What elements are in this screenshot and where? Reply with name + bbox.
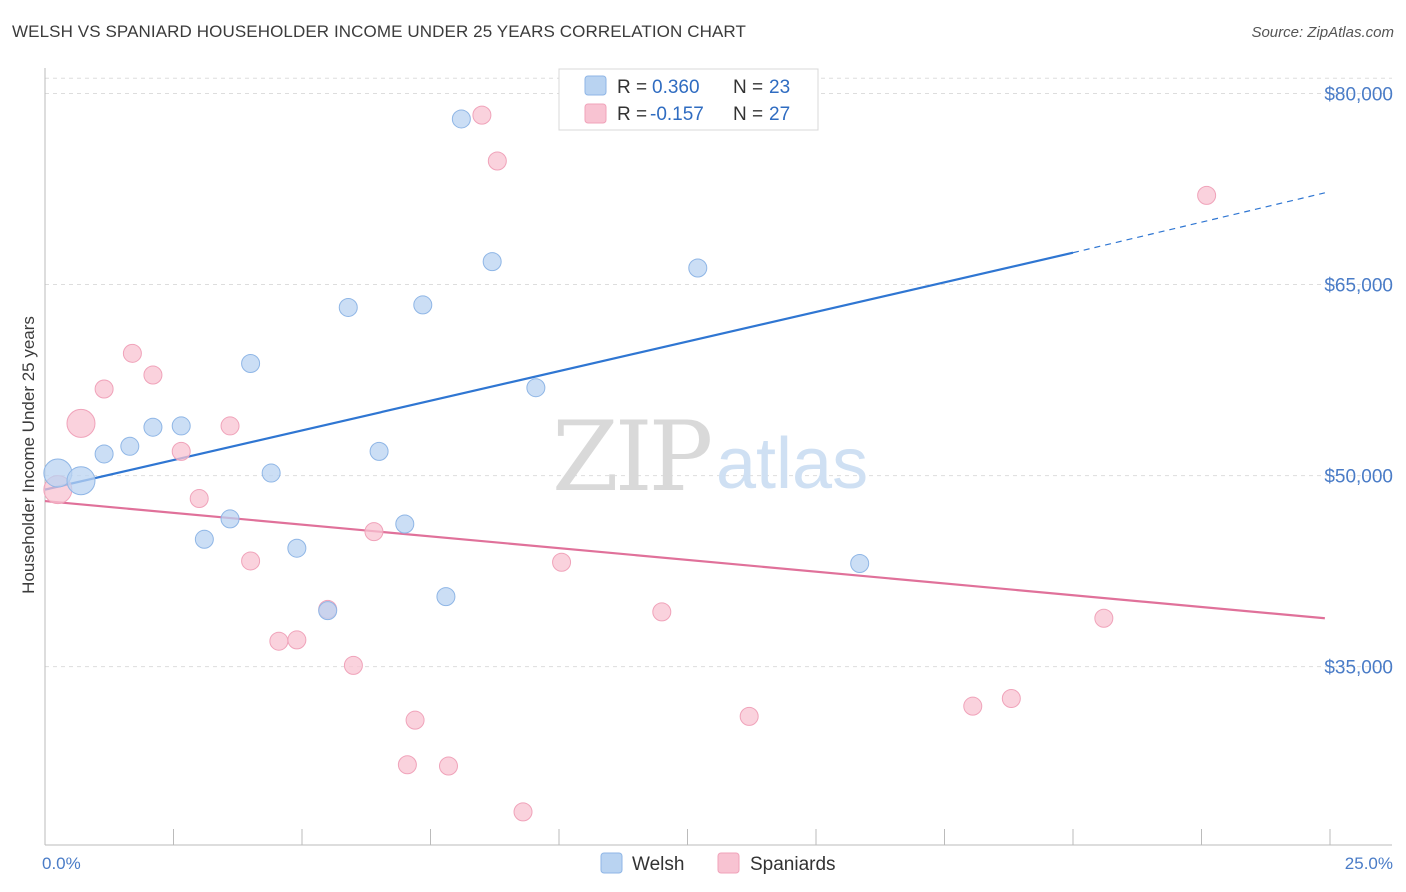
point-spaniards-10 (287, 630, 307, 650)
point-welsh-4 (143, 417, 163, 437)
point-spaniards-14 (405, 710, 425, 730)
source-credit: Source: ZipAtlas.com (1251, 24, 1394, 41)
point-spaniards-1 (66, 408, 96, 438)
point-spaniards-7 (220, 416, 240, 436)
point-spaniards-3 (122, 343, 142, 363)
legend-swatch-welsh (584, 75, 607, 96)
point-welsh-18 (482, 252, 502, 272)
series-legend-label-welsh: Welsh (632, 854, 684, 875)
point-spaniards-22 (739, 706, 759, 726)
point-welsh-12 (338, 297, 358, 317)
legend-r-value-welsh: 0.360 (652, 77, 700, 98)
point-spaniards-12 (343, 655, 363, 675)
legend-n-label-spaniards: N = (733, 104, 763, 125)
point-welsh-20 (688, 258, 708, 278)
legend-n-label-welsh: N = (733, 77, 763, 98)
point-welsh-8 (241, 354, 261, 374)
point-welsh-2 (94, 444, 114, 464)
legend-n-value-welsh: 23 (769, 77, 790, 98)
y-tick-label-2: $65,000 (1324, 276, 1393, 297)
point-welsh-9 (261, 463, 281, 483)
correlation-legend: R = 0.360 N = 23 R = -0.157 N = 27 (558, 68, 819, 131)
legend-swatch-spaniards (584, 103, 607, 124)
point-spaniards-15 (397, 755, 417, 775)
axes (44, 68, 1392, 846)
point-spaniards-21 (652, 602, 672, 622)
point-spaniards-24 (1001, 689, 1021, 709)
grid (45, 77, 1392, 668)
data-points (43, 104, 1217, 822)
series-legend-swatch-spaniards (717, 852, 740, 874)
point-welsh-10 (287, 538, 307, 558)
x-tick-label-max: 25.0% (1345, 854, 1393, 873)
point-welsh-15 (413, 295, 433, 315)
series-legend-swatch-welsh (600, 852, 623, 874)
tick-labels: $35,000 $50,000 $65,000 $80,000 0.0% 25.0% (42, 84, 1393, 873)
point-spaniards-9 (269, 631, 289, 651)
point-welsh-6 (194, 529, 214, 549)
point-welsh-13 (369, 441, 389, 461)
point-welsh-7 (220, 509, 240, 529)
point-welsh-19 (526, 378, 546, 398)
trend-lines (44, 192, 1325, 620)
series-legend-label-spaniards: Spaniards (750, 854, 836, 875)
y-tick-label-3: $80,000 (1324, 84, 1393, 105)
watermark-zip: ZIP (552, 401, 711, 513)
watermark: ZIP atlas (552, 401, 868, 513)
point-spaniards-23 (963, 696, 983, 716)
point-welsh-16 (436, 587, 456, 607)
point-spaniards-5 (171, 441, 191, 461)
legend-r-value-spaniards: -0.157 (650, 104, 704, 125)
point-welsh-22 (850, 553, 870, 573)
trend-line-welsh-extension (1072, 192, 1325, 254)
point-welsh-11 (318, 601, 338, 621)
chart-title: WELSH VS SPANIARD HOUSEHOLDER INCOME UND… (12, 22, 746, 41)
point-spaniards-8 (241, 551, 261, 571)
point-spaniards-4 (143, 365, 163, 385)
point-spaniards-18 (487, 151, 507, 171)
legend-n-value-spaniards: 27 (769, 104, 790, 125)
trend-line-welsh (44, 251, 1074, 491)
x-tick-label-min: 0.0% (42, 854, 81, 873)
y-tick-label-0: $35,000 (1324, 658, 1393, 679)
point-spaniards-19 (513, 802, 533, 822)
point-spaniards-13 (364, 522, 384, 542)
point-spaniards-6 (189, 489, 209, 509)
watermark-atlas: atlas (716, 424, 868, 504)
trend-line-spaniards (44, 499, 1325, 620)
point-welsh-17 (451, 109, 471, 129)
y-axis-title: Householder Income Under 25 years (19, 316, 38, 594)
point-welsh-5 (171, 416, 191, 436)
legend-r-label-spaniards: R = (617, 104, 647, 125)
point-spaniards-16 (438, 756, 458, 776)
point-spaniards-20 (552, 552, 572, 572)
point-spaniards-25 (1094, 608, 1114, 628)
y-tick-label-1: $50,000 (1324, 467, 1393, 488)
point-welsh-1 (66, 466, 96, 496)
series-legend: Welsh Spaniards (600, 852, 836, 875)
point-welsh-3 (120, 436, 140, 456)
point-spaniards-2 (94, 379, 114, 399)
point-spaniards-17 (472, 105, 492, 125)
legend-r-label-welsh: R = (617, 77, 647, 98)
point-spaniards-26 (1197, 185, 1217, 205)
point-welsh-14 (395, 514, 415, 534)
